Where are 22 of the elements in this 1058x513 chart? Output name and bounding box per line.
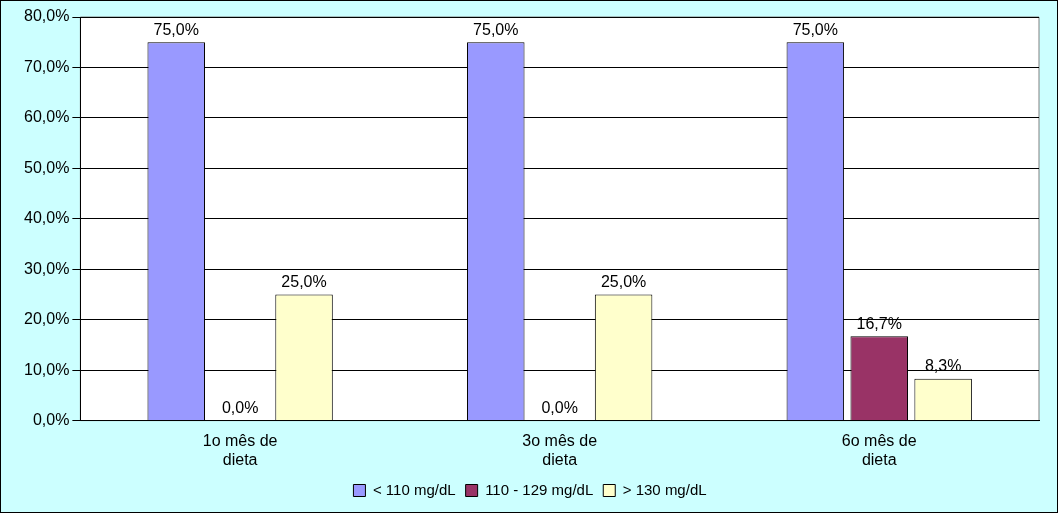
- y-tick-label: 0,0%: [32, 411, 70, 429]
- y-tick-label: 70,0%: [23, 57, 70, 75]
- y-tick-label: 80,0%: [23, 7, 70, 25]
- data-label: 75,0%: [792, 20, 839, 38]
- data-label: 75,0%: [153, 20, 199, 38]
- y-tick-label: 40,0%: [23, 209, 70, 227]
- y-tick-label: 50,0%: [23, 158, 70, 176]
- y-tick-label: 60,0%: [23, 108, 70, 126]
- y-tick-label: 20,0%: [23, 310, 70, 328]
- legend-label: 110 - 129 mg/dL: [485, 480, 594, 498]
- data-label: 25,0%: [600, 272, 647, 290]
- legend-label: > 130 mg/dL: [622, 480, 707, 498]
- y-tick-label: 10,0%: [23, 360, 70, 378]
- y-tick-label: 30,0%: [23, 259, 70, 277]
- data-label: 25,0%: [281, 272, 327, 290]
- x-tick-label: 6o mês de dieta: [841, 431, 917, 468]
- x-tick-label: 1o mês de dieta: [202, 431, 278, 468]
- data-label: 0,0%: [221, 399, 259, 417]
- x-tick-label: 3o mês de dieta: [522, 431, 598, 468]
- data-label: 75,0%: [473, 20, 519, 38]
- data-label: 0,0%: [541, 399, 578, 417]
- legend-label: < 110 mg/dL: [372, 480, 456, 498]
